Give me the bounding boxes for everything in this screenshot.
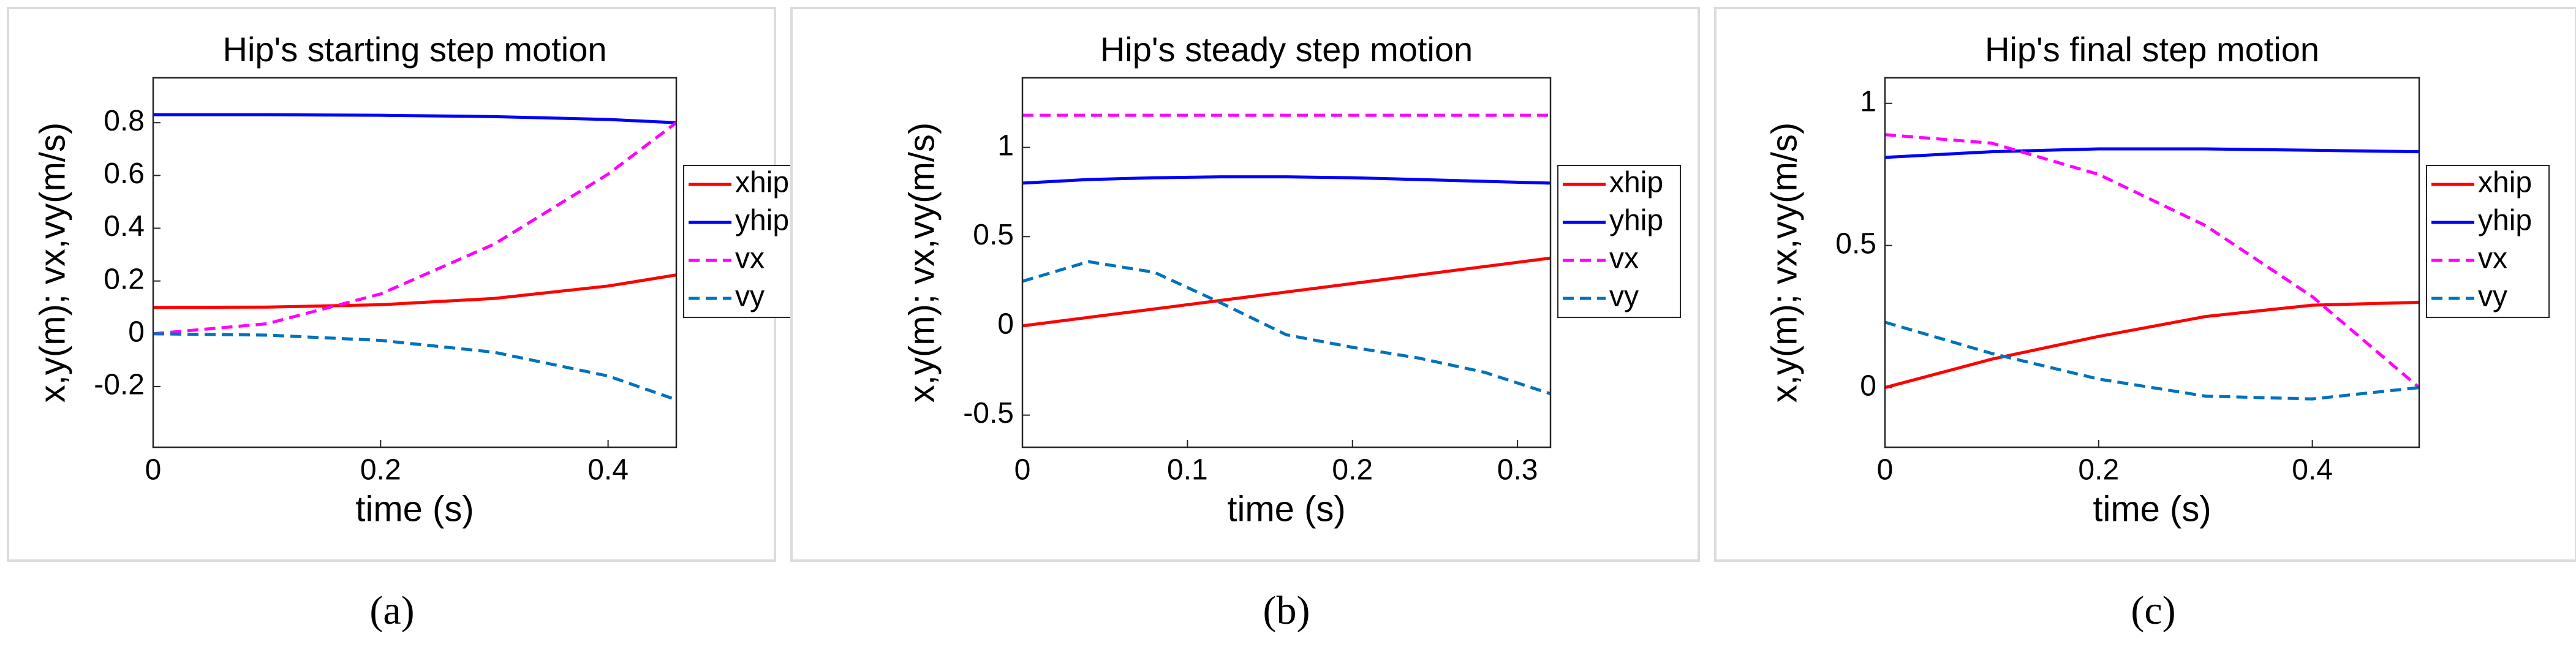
y-tick-label: -0.5 (963, 397, 1014, 429)
panel-caption: (b) (1263, 588, 1310, 633)
x-tick-label: 0.1 (1167, 454, 1208, 486)
x-tick-label: 0 (1877, 454, 1894, 486)
legend-label: vy (735, 281, 765, 313)
x-tick-label: 0.3 (1497, 454, 1538, 486)
legend-label: vx (2478, 243, 2507, 275)
legend-label: vy (2478, 281, 2507, 313)
y-tick-label: 0.5 (973, 219, 1014, 251)
y-axis-label: x,y(m); vx,vy(m/s) (902, 123, 942, 403)
y-tick-label: 0 (1860, 369, 1876, 402)
legend-label: vy (1609, 281, 1639, 313)
x-tick-label: 0.2 (360, 454, 401, 486)
y-tick-label: 0.6 (104, 157, 145, 190)
plot-area (153, 78, 676, 447)
plot-area (1885, 78, 2419, 447)
chart-title: Hip's final step motion (1985, 30, 2319, 69)
y-tick-label: 0.8 (104, 105, 145, 137)
x-tick-label: 0.4 (587, 454, 629, 486)
panel-caption: (c) (2131, 588, 2175, 633)
legend-box (1557, 165, 1681, 318)
axes-box (1021, 77, 1552, 448)
series-line (1022, 175, 1551, 185)
series-line (1884, 147, 2420, 159)
panel-caption: (a) (369, 588, 414, 633)
series-line (1022, 260, 1551, 395)
x-axis-label: time (s) (2093, 489, 2211, 529)
y-axis-label: x,y(m); vx,vy(m/s) (1764, 123, 1804, 403)
legend-label: xhip (735, 167, 789, 199)
series-line (1884, 320, 2420, 401)
series-line (153, 332, 677, 401)
legend-label: yhip (735, 205, 789, 237)
series-line (153, 113, 677, 124)
chart-title: Hip's starting step motion (223, 30, 607, 69)
legend-label: xhip (1609, 167, 1663, 199)
legend-label: xhip (2478, 167, 2532, 199)
x-tick-label: 0 (145, 454, 162, 486)
chart-title: Hip's steady step motion (1100, 30, 1473, 69)
chart-panel: 0 0.2 0.4 0 0.5 1 Hip's final step motion time … (1714, 7, 2576, 633)
y-axis-label: x,y(m); vx,vy(m/s) (32, 123, 72, 403)
series-line (1884, 133, 2420, 389)
legend-label: vx (1609, 243, 1639, 275)
series-line (153, 273, 677, 309)
legend-box (683, 165, 807, 318)
series-line (153, 121, 678, 336)
legend-label: yhip (1609, 205, 1663, 237)
series-line (1884, 300, 2420, 390)
legend-box (2426, 165, 2550, 318)
y-tick-label: 0.4 (104, 210, 145, 243)
legend-label: vx (735, 243, 765, 275)
legend-label: yhip (2478, 205, 2532, 237)
y-tick-label: 0 (128, 316, 145, 348)
x-tick-label: 0 (1014, 454, 1031, 486)
y-tick-label: 0.5 (1835, 227, 1876, 260)
y-tick-label: 0.2 (104, 263, 145, 295)
x-axis-label: time (s) (355, 489, 474, 529)
y-tick-label: 1 (997, 129, 1014, 162)
x-tick-label: 0.2 (2078, 454, 2119, 486)
chart-panel: 0 0.2 0.4 -0.2 0 0.2 0.4 0.6 0.8 Hip's starting s… (7, 7, 807, 633)
y-tick-label: 1 (1860, 85, 1876, 118)
x-axis-label: time (s) (1227, 489, 1345, 529)
y-tick-label: -0.2 (94, 369, 145, 401)
x-tick-label: 0.2 (1332, 454, 1373, 486)
plot-area (1022, 78, 1551, 447)
axes-box (1884, 77, 2420, 448)
x-tick-label: 0.4 (2292, 454, 2333, 486)
series-line (1022, 256, 1551, 328)
axes-box (152, 77, 678, 448)
y-tick-label: 0 (997, 308, 1014, 341)
